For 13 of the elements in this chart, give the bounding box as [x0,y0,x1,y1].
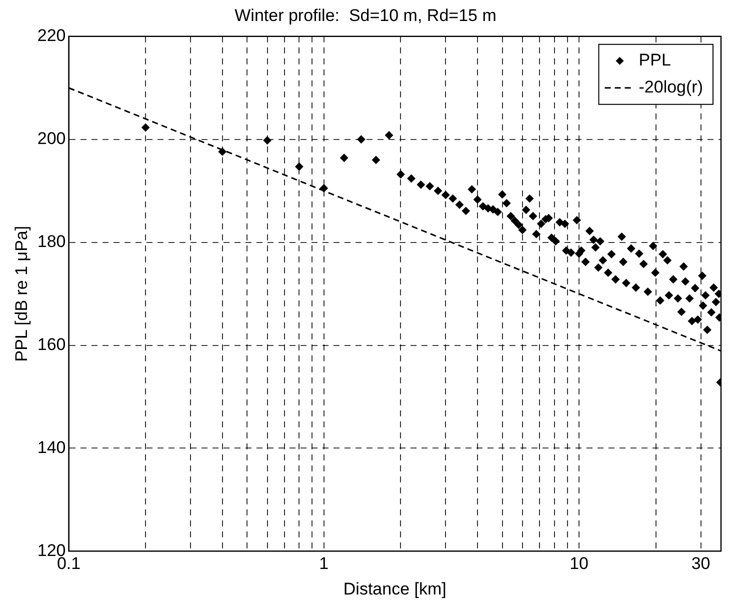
legend-label: -20log(r) [638,78,704,97]
y-tick-label: 200 [37,129,66,148]
y-tick-label: 180 [37,232,66,252]
y-tick-label: 220 [37,26,66,46]
x-tick-label: 30 [691,554,710,574]
x-axis-title: Distance [km] [343,579,446,598]
legend-label: PPL [638,50,671,70]
x-tick-label: 1 [319,554,329,574]
x-tick-label: 10 [570,554,589,574]
y-tick-label: 140 [37,438,66,457]
y-tick-label: 160 [37,334,66,354]
y-axis-title: PPL [dB re 1 μPa] [12,226,31,362]
chart-title: Winter profile: Sd=10 m, Rd=15 m [234,6,496,25]
